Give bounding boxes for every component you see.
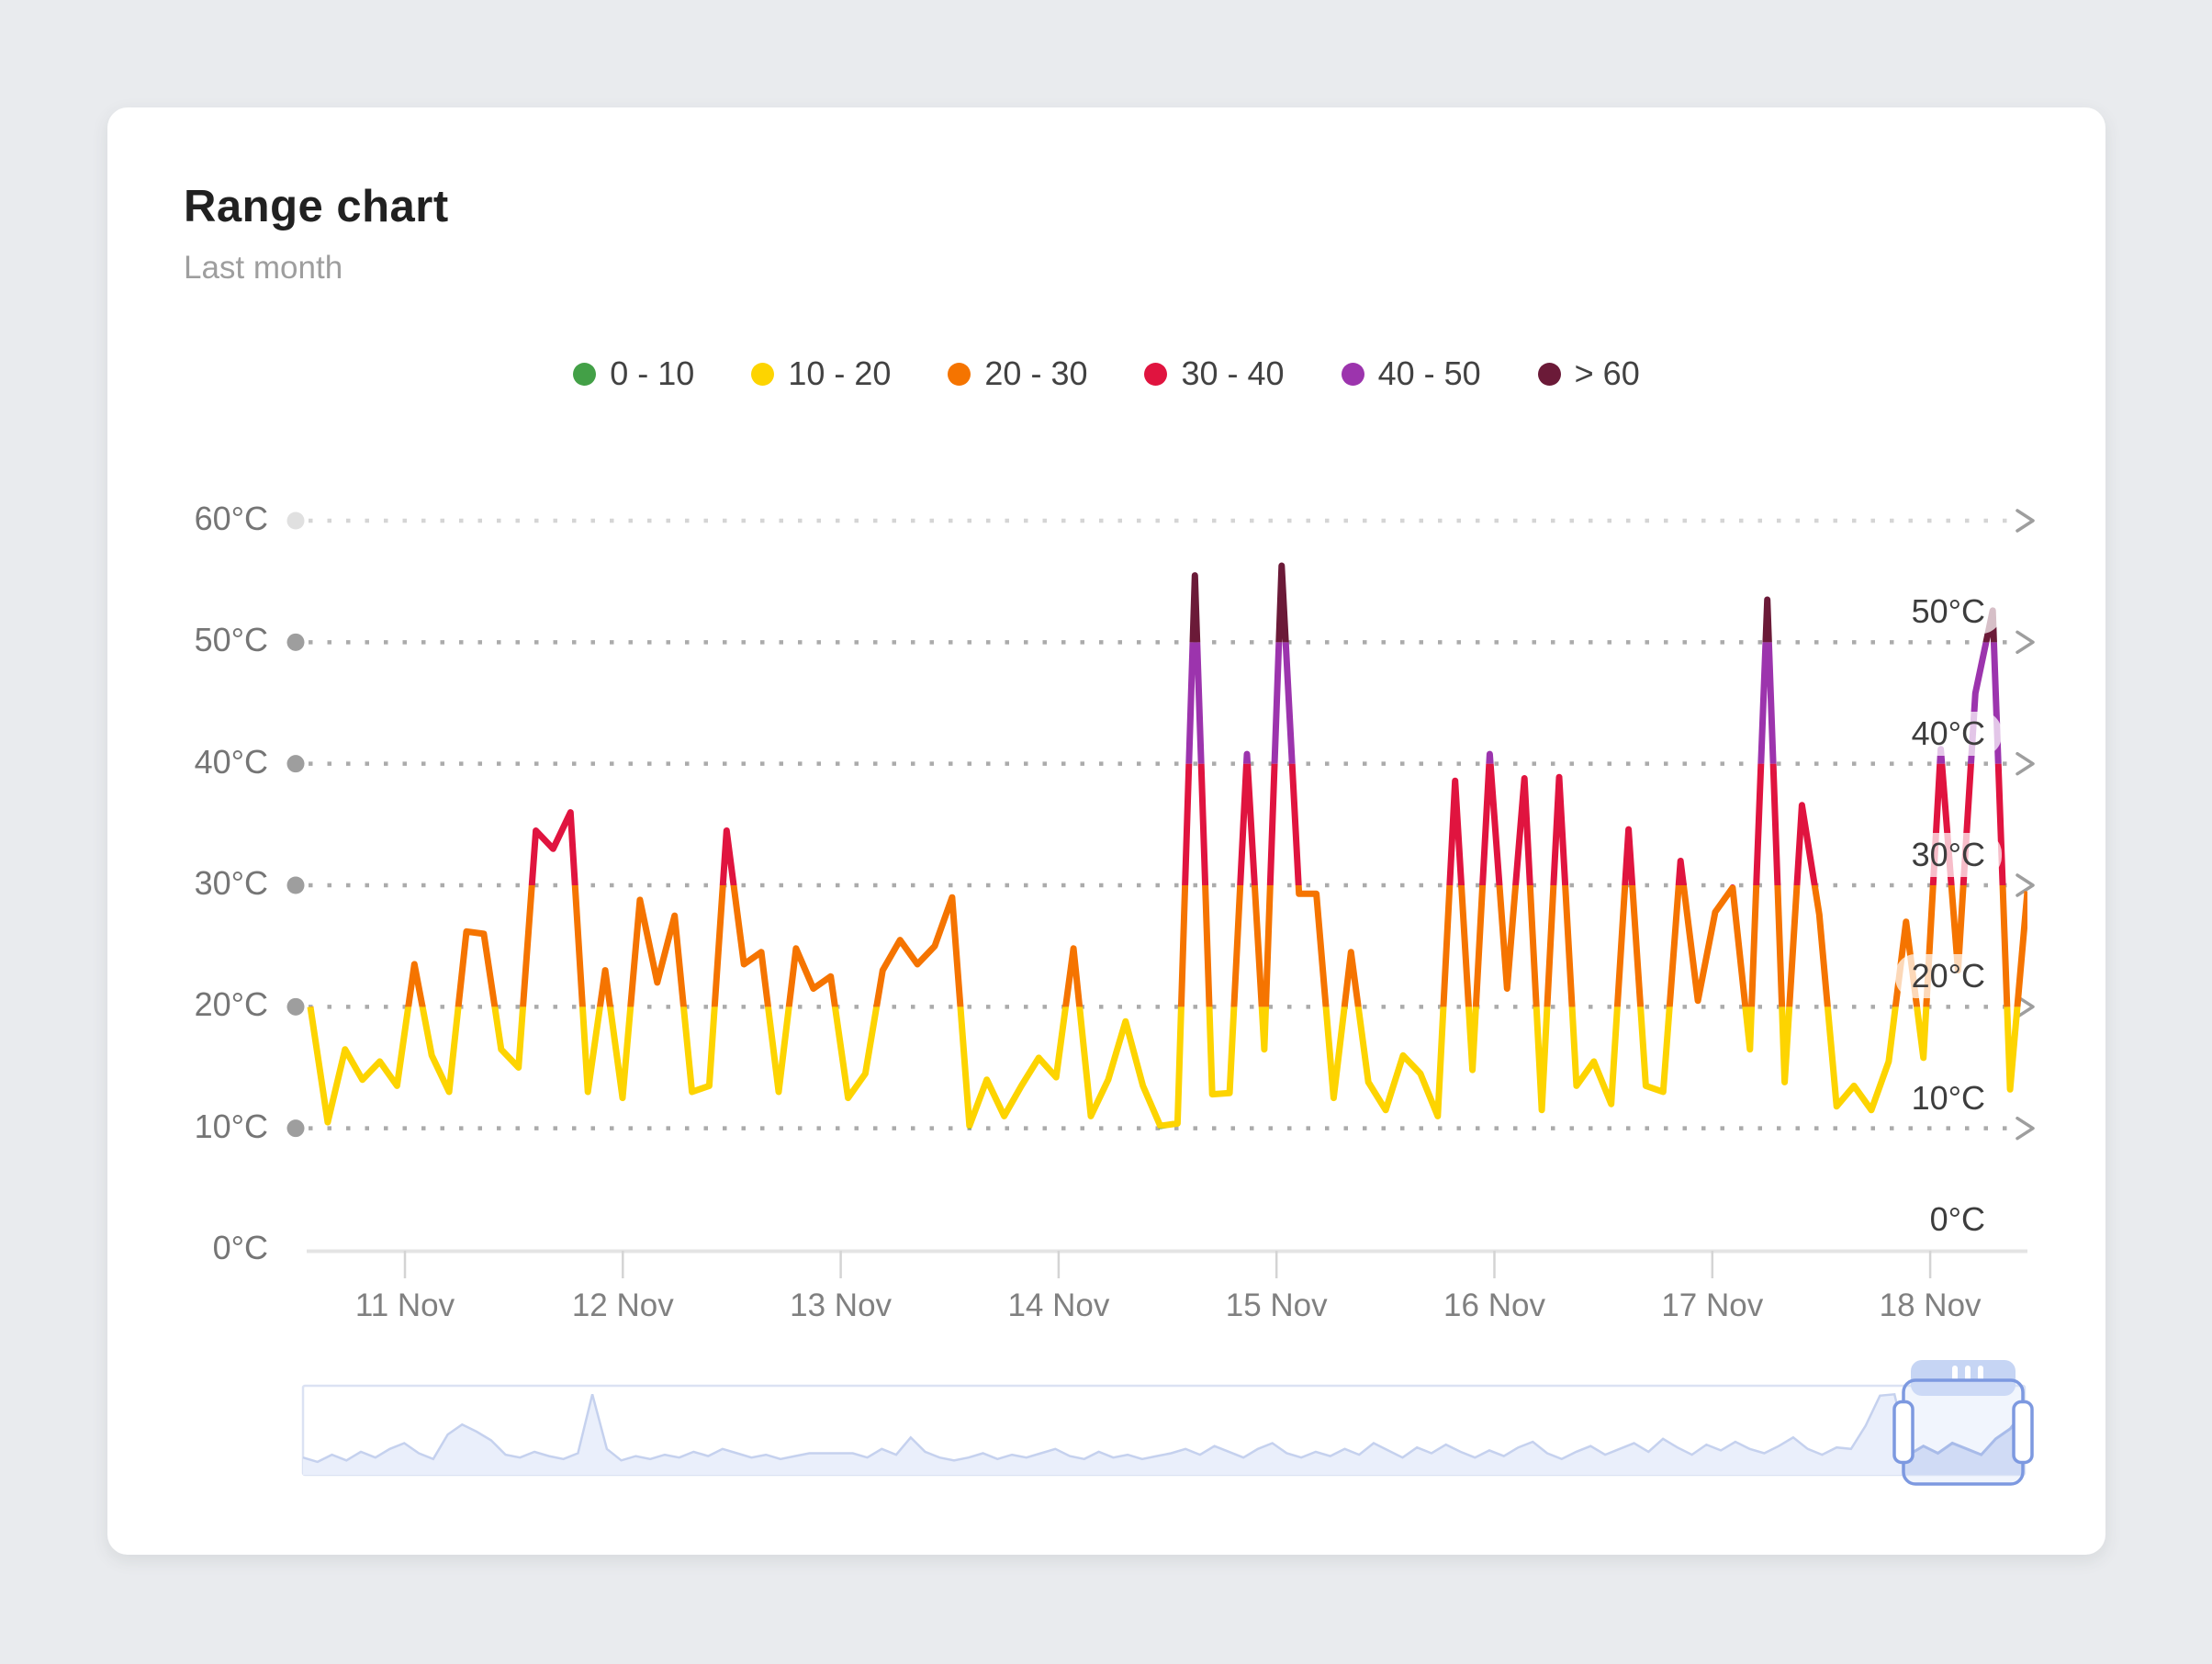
x-axis-label: 16 Nov bbox=[1443, 1287, 1545, 1323]
legend-item-20-30[interactable]: 20 - 30 bbox=[948, 354, 1087, 393]
x-axis-label: 14 Nov bbox=[1007, 1287, 1110, 1323]
navigator-area bbox=[303, 1394, 2025, 1475]
temperature-series-line bbox=[309, 885, 2027, 1007]
x-axis-label: 18 Nov bbox=[1879, 1287, 1982, 1323]
grip-icon bbox=[1978, 1366, 1983, 1381]
y-axis-label-left: 0°C bbox=[212, 1229, 268, 1266]
navigator-handle-left[interactable] bbox=[1892, 1400, 1914, 1465]
gridline-dot bbox=[286, 876, 305, 894]
x-axis-label: 13 Nov bbox=[790, 1287, 893, 1323]
x-axis-label: 12 Nov bbox=[571, 1287, 674, 1323]
grip-icon bbox=[1952, 1366, 1958, 1381]
legend-item-label: 30 - 40 bbox=[1181, 354, 1285, 392]
gridline-dot bbox=[286, 755, 305, 773]
x-axis-label: 15 Nov bbox=[1225, 1287, 1328, 1323]
legend-item-label: 10 - 20 bbox=[788, 354, 892, 392]
legend: 0 - 10 10 - 20 20 - 30 30 - 40 40 - 50 > 60 bbox=[107, 354, 2105, 393]
y-axis-label-right-wrap: 20°C bbox=[1894, 954, 2002, 999]
legend-marker-icon bbox=[751, 362, 775, 386]
axis-arrow-icon bbox=[2016, 873, 2035, 897]
axis-arrow-icon bbox=[2016, 509, 2035, 533]
chart-subtitle: Last month bbox=[184, 250, 343, 286]
y-axis-label-right-wrap: 10°C bbox=[1894, 1075, 2002, 1120]
temperature-series-line bbox=[307, 1006, 2021, 1129]
chart-title: Range chart bbox=[184, 182, 449, 231]
y-axis-label-left: 40°C bbox=[194, 742, 268, 781]
axis-arrow-icon bbox=[2016, 995, 2035, 1019]
y-axis-label-right-wrap: 0°C bbox=[1913, 1197, 2002, 1242]
gridline-dot bbox=[286, 633, 305, 651]
legend-item-40-50[interactable]: 40 - 50 bbox=[1341, 354, 1481, 393]
axis-arrow-icon bbox=[2016, 751, 2035, 776]
y-axis-label-left: 20°C bbox=[194, 985, 268, 1024]
y-axis-label-right-wrap: 30°C bbox=[1894, 833, 2002, 877]
y-axis-label-right: 40°C bbox=[1894, 711, 2002, 756]
legend-item-label: > 60 bbox=[1574, 354, 1640, 392]
navigator-tab[interactable] bbox=[1911, 1360, 2016, 1396]
legend-marker-icon bbox=[1341, 362, 1364, 386]
legend-marker-icon bbox=[948, 362, 971, 386]
legend-marker-icon bbox=[1144, 362, 1168, 386]
legend-marker-icon bbox=[1537, 362, 1561, 386]
gridline-dot bbox=[286, 1119, 305, 1138]
gridline-dot bbox=[286, 512, 305, 530]
legend-marker-icon bbox=[573, 362, 597, 386]
x-axis-label: 11 Nov bbox=[354, 1287, 455, 1323]
legend-item-label: 40 - 50 bbox=[1377, 354, 1481, 392]
axis-arrow-icon bbox=[2016, 630, 2035, 655]
y-axis-label-right: 20°C bbox=[1894, 954, 2002, 999]
legend-item-label: 0 - 10 bbox=[610, 354, 695, 392]
grip-icon bbox=[1965, 1366, 1971, 1381]
navigator-handle-right[interactable] bbox=[2012, 1400, 2034, 1465]
legend-item-30-40[interactable]: 30 - 40 bbox=[1144, 354, 1285, 393]
y-axis-label-right: 30°C bbox=[1894, 833, 2002, 877]
y-axis-label-right: 10°C bbox=[1894, 1075, 2002, 1120]
navigator-area-selected bbox=[1903, 1412, 2023, 1475]
legend-item-label: 20 - 30 bbox=[984, 354, 1088, 392]
navigator-line bbox=[302, 1392, 2026, 1464]
legend-item->60[interactable]: > 60 bbox=[1537, 354, 1640, 393]
y-axis-label-left: 30°C bbox=[194, 864, 268, 902]
gridline-dot bbox=[286, 997, 305, 1016]
y-axis-label-left: 10°C bbox=[194, 1107, 268, 1145]
x-axis-label: 17 Nov bbox=[1661, 1287, 1764, 1323]
legend-item-10-20[interactable]: 10 - 20 bbox=[751, 354, 891, 393]
y-axis-label-right: 0°C bbox=[1913, 1197, 2002, 1242]
temperature-series-line bbox=[1185, 642, 2002, 764]
legend-item-0-10[interactable]: 0 - 10 bbox=[573, 354, 694, 393]
y-axis-label-left: 60°C bbox=[194, 500, 268, 537]
y-axis-label-left: 50°C bbox=[194, 621, 268, 659]
axis-arrow-icon bbox=[2016, 1116, 2035, 1141]
navigator-selection[interactable] bbox=[1902, 1378, 2025, 1486]
y-axis-label-right-wrap: 50°C bbox=[1894, 590, 2002, 635]
y-axis-label-right: 50°C bbox=[1894, 590, 2002, 635]
y-axis-label-right-wrap: 40°C bbox=[1894, 711, 2002, 756]
